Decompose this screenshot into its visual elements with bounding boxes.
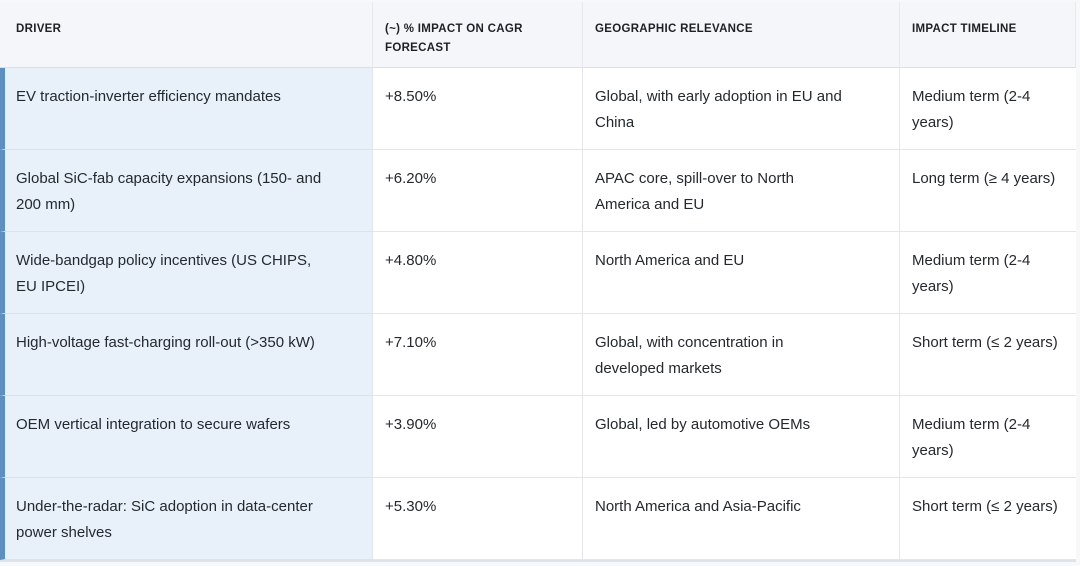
- driver-cell: Under-the-radar: SiC adoption in data-ce…: [0, 478, 373, 560]
- driver-cell: OEM vertical integration to secure wafer…: [0, 396, 373, 478]
- timeline-cell: Medium term (2-4 years): [900, 232, 1076, 314]
- timeline-cell: Long term (≥ 4 years): [900, 150, 1076, 232]
- driver-cell: Global SiC-fab capacity expansions (150-…: [0, 150, 373, 232]
- impact-cell: +8.50%: [373, 68, 583, 150]
- geography-cell: North America and EU: [583, 232, 900, 314]
- impact-cell: +7.10%: [373, 314, 583, 396]
- timeline-cell: Medium term (2-4 years): [900, 396, 1076, 478]
- impact-cell: +6.20%: [373, 150, 583, 232]
- geography-cell: Global, led by automotive OEMs: [583, 396, 900, 478]
- column-header-geographic-relevance: GEOGRAPHIC RELEVANCE: [583, 2, 900, 68]
- geography-cell: North America and Asia-Pacific: [583, 478, 900, 560]
- geography-cell: Global, with concentration in developed …: [583, 314, 900, 396]
- impact-cell: +3.90%: [373, 396, 583, 478]
- driver-cell: EV traction-inverter efficiency mandates: [0, 68, 373, 150]
- driver-cell: High-voltage fast-charging roll-out (>35…: [0, 314, 373, 396]
- column-header-impact-timeline: IMPACT TIMELINE: [900, 2, 1076, 68]
- column-header-driver: DRIVER: [0, 2, 373, 68]
- geography-cell: APAC core, spill-over to North America a…: [583, 150, 900, 232]
- column-header-impact: (~) % IMPACT ON CAGR FORECAST: [373, 2, 583, 68]
- timeline-cell: Short term (≤ 2 years): [900, 314, 1076, 396]
- driver-cell: Wide-bandgap policy incentives (US CHIPS…: [0, 232, 373, 314]
- geography-cell: Global, with early adoption in EU and Ch…: [583, 68, 900, 150]
- timeline-cell: Short term (≤ 2 years): [900, 478, 1076, 560]
- timeline-cell: Medium term (2-4 years): [900, 68, 1076, 150]
- impact-cell: +5.30%: [373, 478, 583, 560]
- impact-cell: +4.80%: [373, 232, 583, 314]
